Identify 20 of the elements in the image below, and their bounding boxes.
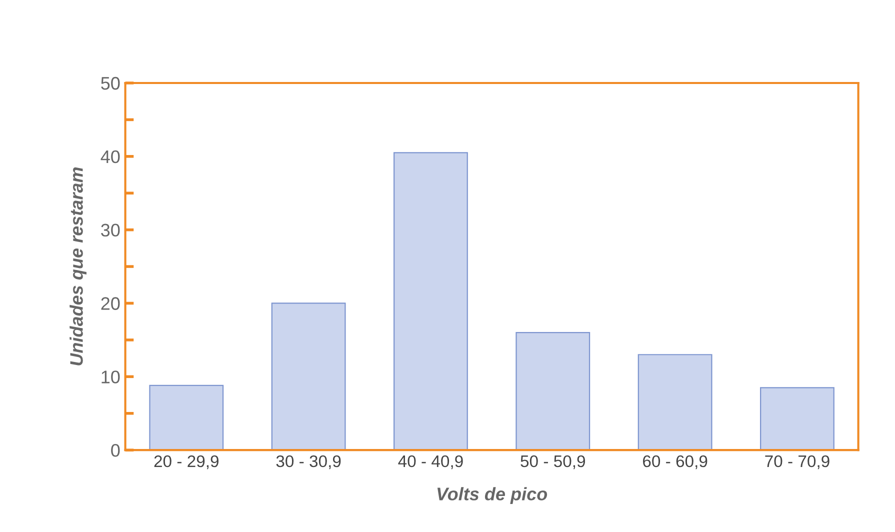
x-tick-label: 30 - 30,9 — [276, 455, 341, 470]
x-tick-label: 50 - 50,9 — [520, 455, 585, 470]
y-tick-label: 30 — [101, 224, 120, 237]
y-axis-title: Unidades que restaram — [70, 167, 86, 366]
bar — [760, 387, 834, 450]
x-tick-label: 60 - 60,9 — [643, 455, 708, 470]
x-tick-label: 20 - 29,9 — [154, 455, 218, 470]
bar — [271, 302, 346, 450]
y-tick-label: 0 — [111, 444, 120, 457]
x-tick-label: 70 - 70,9 — [765, 455, 830, 470]
bar — [149, 384, 224, 450]
bar — [394, 152, 468, 450]
bar — [638, 354, 712, 450]
x-tick-label: 40 - 40,9 — [398, 455, 463, 470]
x-axis-title: Volts de pico — [437, 487, 548, 504]
y-tick-label: 10 — [102, 370, 120, 384]
y-tick-label: 50 — [101, 76, 120, 90]
y-tick-label: 20 — [101, 297, 120, 310]
y-tick-label: 40 — [100, 150, 120, 164]
bar — [516, 332, 590, 450]
